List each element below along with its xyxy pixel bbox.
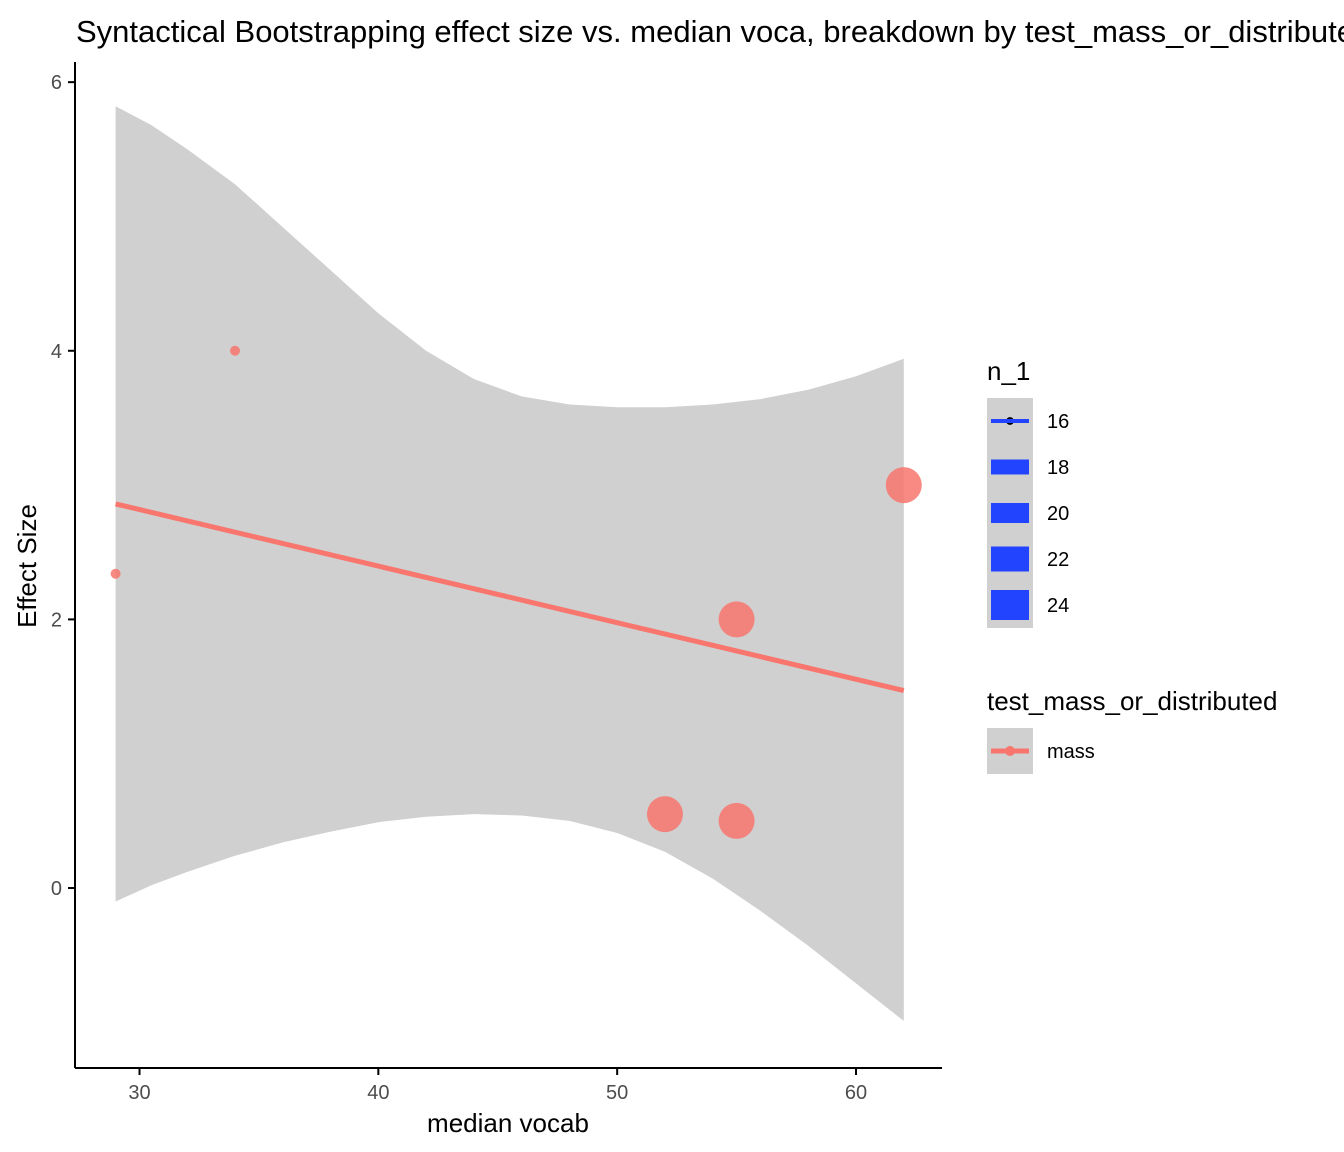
data-point — [885, 467, 922, 504]
y-tick-label: 0 — [51, 878, 62, 900]
x-tick-label: 40 — [367, 1082, 389, 1104]
y-tick-label: 6 — [51, 72, 62, 94]
y-tick-label: 2 — [51, 609, 62, 631]
legend-color-point — [1005, 746, 1015, 756]
legend-mass-label: mass — [1047, 741, 1095, 763]
x-axis-title: median vocab — [427, 1108, 589, 1138]
y-axis-title: Effect Size — [12, 504, 42, 628]
legend-size-swatch — [991, 590, 1029, 620]
legend-n-1-label: 16 — [1047, 411, 1069, 433]
legend-n-1: n_1 16 18 20 22 24 — [987, 356, 1069, 628]
legend-size-swatch — [991, 459, 1029, 475]
legend-test-mass-or-distributed-title: test_mass_or_distributed — [987, 686, 1277, 716]
legend-n-1-label: 18 — [1047, 457, 1069, 479]
data-point — [718, 802, 755, 839]
legend-n-1-title: n_1 — [987, 356, 1030, 386]
data-point — [230, 345, 241, 356]
y-tick-label: 4 — [51, 341, 62, 363]
legend-size-swatch — [991, 546, 1029, 572]
plot-panel — [110, 106, 922, 1022]
x-axis-ticks: 30 40 50 60 — [128, 1068, 867, 1104]
confidence-band-layer — [115, 106, 904, 1022]
legend-n-1-label: 24 — [1047, 595, 1069, 617]
data-points-layer — [110, 345, 922, 839]
legend-n-1-label: 22 — [1047, 549, 1069, 571]
data-point — [718, 601, 755, 638]
y-axis-ticks: 0 2 4 6 — [51, 72, 75, 900]
data-point — [110, 568, 121, 579]
chart-title: Syntactical Bootstrapping effect size vs… — [76, 14, 1344, 49]
x-tick-label: 30 — [128, 1082, 150, 1104]
regression-line-layer — [115, 501, 905, 694]
regression-line — [115, 501, 905, 694]
legend-test-mass-or-distributed: test_mass_or_distributed mass — [987, 686, 1277, 774]
confidence-band — [115, 106, 904, 1022]
axes: 30 40 50 60 0 2 4 6 — [51, 62, 942, 1104]
data-point — [646, 796, 683, 833]
legend-size-swatch — [991, 503, 1029, 523]
x-tick-label: 60 — [845, 1082, 867, 1104]
x-tick-label: 50 — [606, 1082, 628, 1104]
legend-n-1-label: 20 — [1047, 503, 1069, 525]
